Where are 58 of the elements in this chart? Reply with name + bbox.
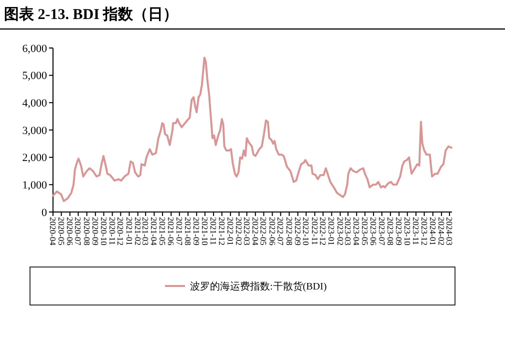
x-tick-label: 2020-12	[116, 217, 126, 246]
x-tick-label: 2020-07	[73, 217, 84, 246]
x-tick-label: 2021-09	[192, 217, 202, 246]
x-tick-label: 2021-12	[216, 217, 227, 246]
x-tick-label: 2020-06	[64, 217, 75, 246]
x-tick-label: 2023-11	[410, 217, 421, 246]
x-tick-label: 2021-10	[200, 217, 210, 246]
x-tick-label: 2022-04	[250, 217, 260, 246]
x-tick-label: 2022-12	[318, 217, 328, 246]
x-tick-label: 2020-11	[107, 217, 118, 246]
y-tick-label: 6,000	[22, 42, 48, 55]
y-tick-label: 2,000	[22, 152, 48, 164]
x-tick-label: 2023-04	[352, 217, 362, 246]
x-tick-label: 2023-02	[335, 217, 346, 246]
x-tick-label: 2022-06	[267, 217, 278, 246]
x-tick-label: 2022-03	[242, 217, 252, 246]
x-tick-label: 2023-05	[360, 217, 370, 246]
x-tick-label: 2021-11	[208, 217, 219, 246]
x-tick-label: 2023-09	[394, 217, 404, 246]
x-tick-label: 2021-06	[166, 217, 176, 246]
y-tick-label: 4,000	[22, 98, 48, 110]
x-tick-label: 2023-06	[368, 217, 379, 246]
x-tick-label: 2022-05	[258, 217, 269, 246]
x-tick-label: 2021-04	[149, 217, 160, 246]
x-tick-label: 2022-09	[292, 217, 303, 246]
x-tick-label: 2021-05	[158, 217, 168, 246]
x-tick-label: 2023-03	[343, 217, 354, 246]
x-tick-label: 2022-10	[301, 217, 312, 246]
x-tick-label: 2023-08	[385, 217, 396, 246]
x-tick-label: 2020-08	[82, 217, 92, 246]
x-tick-label: 2022-07	[276, 217, 286, 246]
y-tick-label: 1,000	[22, 180, 48, 192]
x-tick-label: 2020-05	[56, 217, 66, 246]
x-tick-label: 2021-07	[174, 217, 184, 246]
x-tick-label: 2020-10	[98, 217, 109, 246]
x-tick-label: 2023-10	[402, 217, 412, 246]
x-tick-label: 2021-03	[140, 217, 151, 246]
line-series	[52, 56, 452, 202]
x-tick-label: 2023-01	[326, 217, 337, 246]
x-tick-label: 2023-07	[376, 217, 387, 246]
chart-title: 图表 2-13. BDI 指数（日）	[4, 6, 178, 23]
x-tick-label: 2023-12	[419, 217, 430, 246]
y-tick-label: 0	[42, 206, 48, 219]
y-tick-label: 5,000	[22, 70, 48, 82]
legend-label: 波罗的海运费指数:干散货(BDI)	[190, 280, 327, 292]
x-tick-label: 2021-02	[132, 217, 143, 246]
x-tick-label: 2020-09	[90, 217, 100, 246]
x-tick-label: 2024-01	[428, 217, 438, 246]
x-tick-label: 2022-02	[234, 217, 244, 246]
x-tick-label: 2022-11	[310, 217, 320, 246]
x-tick-label: 2022-08	[284, 217, 294, 246]
x-tick-label: 2021-08	[183, 217, 194, 246]
x-tick-label: 2020-04	[48, 217, 58, 246]
x-tick-label: 2024-03	[444, 217, 455, 246]
x-tick-label: 2024-02	[436, 217, 446, 246]
y-tick-label: 3,000	[22, 124, 48, 137]
x-tick-label: 2022-01	[225, 217, 236, 246]
x-tick-label: 2021-01	[124, 217, 134, 246]
